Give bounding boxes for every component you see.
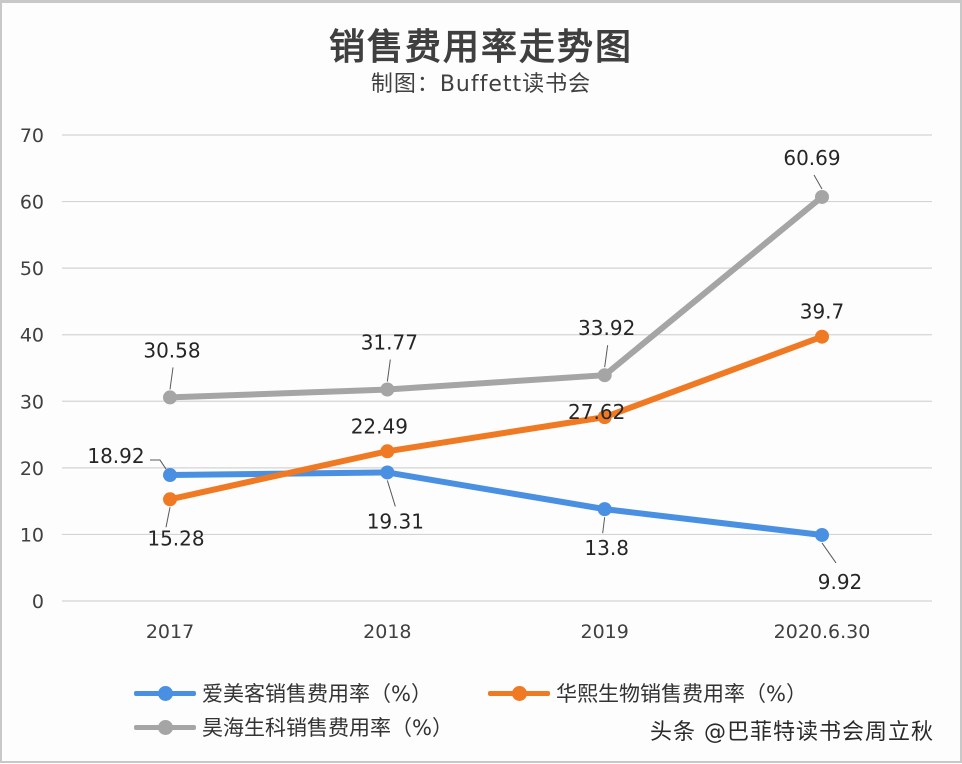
y-tick-label: 50 xyxy=(20,258,44,280)
series-line-0 xyxy=(167,469,825,538)
y-tick-label: 70 xyxy=(20,125,44,147)
leader-line xyxy=(165,507,171,528)
y-tick-label: 30 xyxy=(20,391,44,413)
data-label: 31.77 xyxy=(361,331,418,355)
series-line-2 xyxy=(167,193,825,401)
y-tick-label: 0 xyxy=(32,591,44,613)
data-label: 60.69 xyxy=(783,146,840,170)
data-label: 30.58 xyxy=(143,338,200,362)
data-label: 27.62 xyxy=(568,400,625,424)
watermark: 头条 @巴菲特读书会周立秋 xyxy=(650,720,934,745)
data-point xyxy=(815,527,829,542)
leader-line xyxy=(821,542,837,564)
data-point xyxy=(380,382,395,397)
data-point xyxy=(163,468,177,483)
leader-line xyxy=(386,480,396,507)
data-point xyxy=(597,368,612,383)
legend-item-aimeike[interactable]: 爱美客销售费用率（%） xyxy=(134,678,432,708)
y-tick-label: 20 xyxy=(20,458,44,480)
leader-line xyxy=(602,517,606,534)
chart-subtitle: 制图：Buffett读书会 xyxy=(370,72,592,97)
x-tick-label: 2017 xyxy=(146,621,194,643)
x-tick-label: 2019 xyxy=(580,621,628,643)
leader-line xyxy=(150,459,167,470)
data-label: 9.92 xyxy=(818,570,863,594)
y-tick-label: 60 xyxy=(20,192,44,214)
legend-swatch-huaxi xyxy=(488,683,550,703)
data-point xyxy=(815,189,829,204)
legend-label-haohai: 昊海生科销售费用率（%） xyxy=(202,716,453,740)
data-label: 33.92 xyxy=(578,316,635,340)
data-label: 22.49 xyxy=(351,414,408,438)
leader-line xyxy=(386,359,391,382)
data-point xyxy=(815,329,829,344)
leader-line xyxy=(169,367,174,390)
legend-swatch-haohai xyxy=(134,717,196,737)
y-tick-label: 10 xyxy=(20,524,44,546)
y-tick-label: 40 xyxy=(20,325,44,347)
data-point xyxy=(163,492,177,507)
data-label: 19.31 xyxy=(367,509,424,533)
legend-label-aimeike: 爱美客销售费用率（%） xyxy=(202,682,432,706)
data-point xyxy=(380,444,395,459)
legend-item-haohai[interactable]: 昊海生科销售费用率（%） xyxy=(134,712,453,742)
chart-title: 销售费用率走势图 xyxy=(328,26,633,68)
data-point xyxy=(380,465,395,480)
x-tick-label: 2020.6.30 xyxy=(774,621,871,643)
data-label: 13.8 xyxy=(584,536,629,560)
data-label: 39.7 xyxy=(800,300,845,324)
data-label: 15.28 xyxy=(147,526,204,550)
x-tick-label: 2018 xyxy=(363,621,411,643)
leader-line xyxy=(604,345,609,368)
legend-swatch-aimeike xyxy=(134,683,196,703)
data-point xyxy=(163,390,177,405)
legend-label-huaxi: 华熙生物销售费用率（%） xyxy=(556,682,807,706)
data-label: 18.92 xyxy=(87,444,144,468)
data-point xyxy=(597,410,612,425)
series-line-1 xyxy=(167,333,825,503)
data-point xyxy=(597,502,612,517)
legend-item-huaxi[interactable]: 华熙生物销售费用率（%） xyxy=(488,678,807,708)
leader-line xyxy=(813,174,823,190)
